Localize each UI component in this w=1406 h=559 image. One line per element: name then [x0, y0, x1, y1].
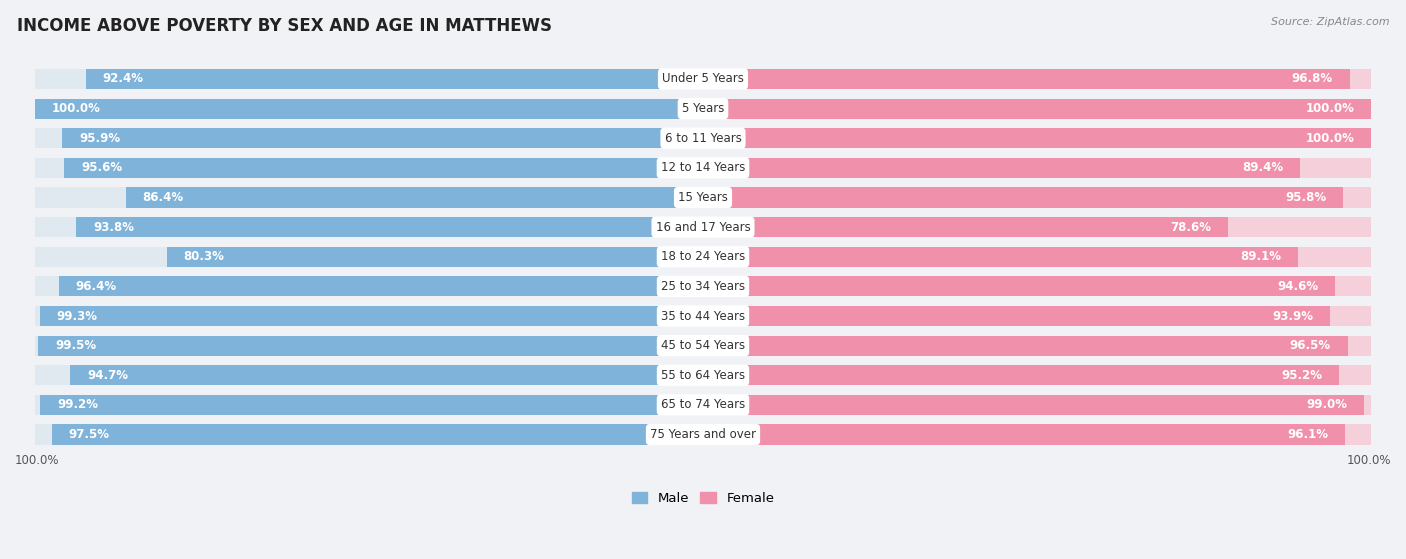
Bar — [35, 98, 703, 119]
Bar — [35, 365, 703, 385]
Bar — [703, 306, 1371, 326]
Text: 99.5%: 99.5% — [55, 339, 96, 352]
Text: INCOME ABOVE POVERTY BY SEX AND AGE IN MATTHEWS: INCOME ABOVE POVERTY BY SEX AND AGE IN M… — [17, 17, 553, 35]
Bar — [703, 98, 1371, 119]
Legend: Male, Female: Male, Female — [626, 486, 780, 510]
Bar — [35, 335, 703, 356]
Bar — [703, 424, 1371, 444]
Text: 95.6%: 95.6% — [82, 162, 122, 174]
Bar — [703, 395, 1371, 415]
Text: 89.1%: 89.1% — [1240, 250, 1281, 263]
Bar — [35, 98, 703, 119]
Text: 97.5%: 97.5% — [69, 428, 110, 441]
Text: 75 Years and over: 75 Years and over — [650, 428, 756, 441]
Bar — [703, 306, 1330, 326]
Text: 99.0%: 99.0% — [1306, 399, 1347, 411]
Bar — [703, 276, 1334, 296]
Bar — [35, 276, 703, 296]
Bar — [35, 158, 703, 178]
Bar — [41, 395, 703, 415]
Text: 100.0%: 100.0% — [1305, 102, 1354, 115]
Text: 96.8%: 96.8% — [1292, 73, 1333, 86]
Bar — [62, 128, 703, 148]
Bar — [703, 424, 1346, 444]
Bar — [167, 247, 703, 267]
Bar — [35, 187, 703, 207]
Text: 35 to 44 Years: 35 to 44 Years — [661, 310, 745, 323]
Bar — [703, 187, 1371, 207]
Text: 89.4%: 89.4% — [1243, 162, 1284, 174]
Text: 95.9%: 95.9% — [79, 132, 121, 145]
Text: Under 5 Years: Under 5 Years — [662, 73, 744, 86]
Bar — [52, 424, 703, 444]
Text: 100.0%: 100.0% — [1347, 454, 1391, 467]
Text: 95.2%: 95.2% — [1281, 369, 1322, 382]
Bar — [703, 247, 1371, 267]
Bar — [39, 306, 703, 326]
Text: 95.8%: 95.8% — [1285, 191, 1326, 204]
Bar — [35, 217, 703, 237]
Text: 96.4%: 96.4% — [76, 280, 117, 293]
Bar — [703, 217, 1227, 237]
Text: 93.9%: 93.9% — [1272, 310, 1313, 323]
Bar — [703, 365, 1339, 385]
Bar — [703, 365, 1371, 385]
Bar — [35, 424, 703, 444]
Text: 100.0%: 100.0% — [52, 102, 101, 115]
Bar — [59, 276, 703, 296]
Text: 80.3%: 80.3% — [183, 250, 224, 263]
Bar — [70, 365, 703, 385]
Bar — [703, 247, 1298, 267]
Text: 96.5%: 96.5% — [1289, 339, 1331, 352]
Text: 93.8%: 93.8% — [93, 221, 134, 234]
Bar — [127, 187, 703, 207]
Bar — [703, 335, 1371, 356]
Bar — [703, 395, 1364, 415]
Bar — [703, 128, 1371, 148]
Text: 65 to 74 Years: 65 to 74 Years — [661, 399, 745, 411]
Bar — [35, 247, 703, 267]
Text: 12 to 14 Years: 12 to 14 Years — [661, 162, 745, 174]
Text: 6 to 11 Years: 6 to 11 Years — [665, 132, 741, 145]
Text: 55 to 64 Years: 55 to 64 Years — [661, 369, 745, 382]
Bar — [703, 158, 1301, 178]
Bar — [35, 306, 703, 326]
Bar — [703, 98, 1371, 119]
Text: 92.4%: 92.4% — [103, 73, 143, 86]
Text: 94.6%: 94.6% — [1277, 280, 1319, 293]
Bar — [703, 217, 1371, 237]
Text: 99.3%: 99.3% — [56, 310, 97, 323]
Text: 100.0%: 100.0% — [15, 454, 59, 467]
Text: 86.4%: 86.4% — [142, 191, 184, 204]
Text: 16 and 17 Years: 16 and 17 Years — [655, 221, 751, 234]
Bar — [703, 128, 1371, 148]
Text: 100.0%: 100.0% — [1305, 132, 1354, 145]
Bar — [703, 276, 1371, 296]
Bar — [703, 187, 1343, 207]
Bar — [703, 158, 1371, 178]
Bar — [65, 158, 703, 178]
Text: 99.2%: 99.2% — [58, 399, 98, 411]
Bar — [35, 128, 703, 148]
Text: 18 to 24 Years: 18 to 24 Years — [661, 250, 745, 263]
Bar — [76, 217, 703, 237]
Text: Source: ZipAtlas.com: Source: ZipAtlas.com — [1271, 17, 1389, 27]
Text: 25 to 34 Years: 25 to 34 Years — [661, 280, 745, 293]
Text: 78.6%: 78.6% — [1170, 221, 1212, 234]
Bar — [703, 69, 1350, 89]
Text: 5 Years: 5 Years — [682, 102, 724, 115]
Bar — [86, 69, 703, 89]
Text: 15 Years: 15 Years — [678, 191, 728, 204]
Text: 45 to 54 Years: 45 to 54 Years — [661, 339, 745, 352]
Bar — [703, 335, 1347, 356]
Bar — [703, 69, 1371, 89]
Bar — [35, 69, 703, 89]
Bar — [38, 335, 703, 356]
Text: 94.7%: 94.7% — [87, 369, 128, 382]
Text: 96.1%: 96.1% — [1288, 428, 1329, 441]
Bar — [35, 395, 703, 415]
